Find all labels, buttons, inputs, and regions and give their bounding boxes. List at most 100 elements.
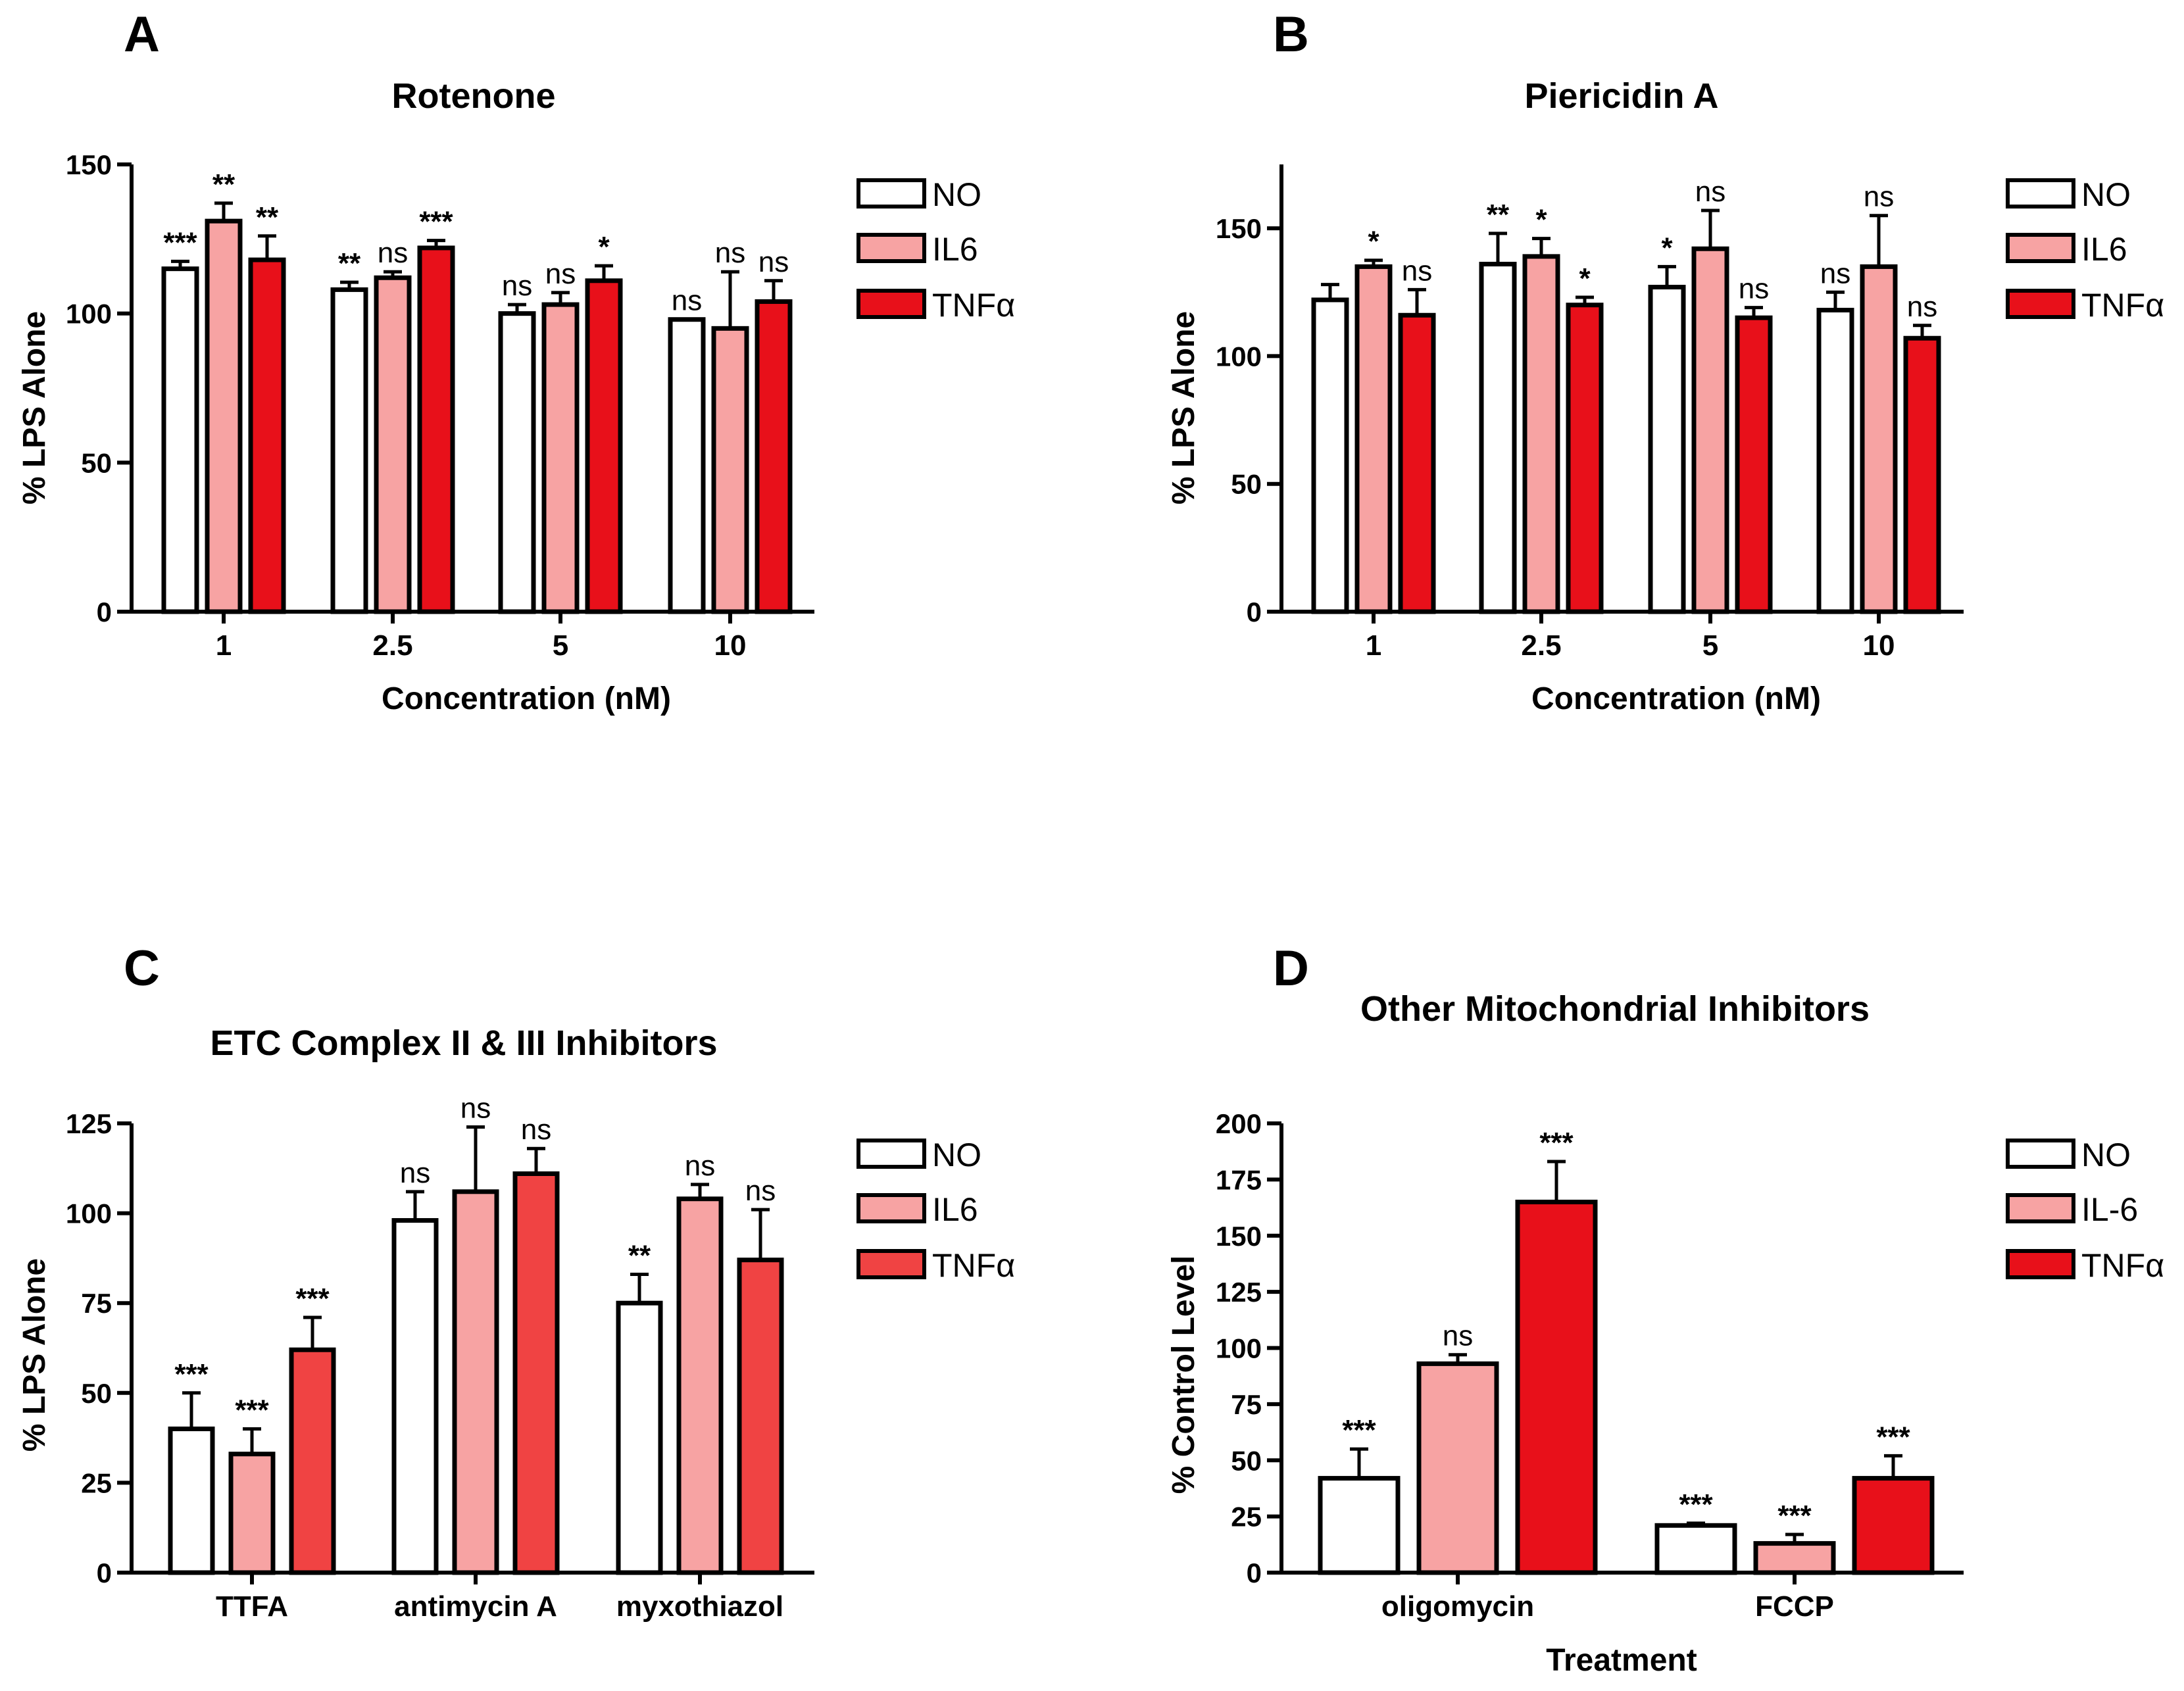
bar-tnf — [1566, 303, 1604, 614]
legend-label-il6: IL6 — [932, 231, 978, 268]
significance-label: ns — [460, 1092, 491, 1124]
significance-label: ns — [502, 270, 532, 302]
panel-b-y-axis-label: % LPS Alone — [1166, 311, 1201, 504]
x-tick-label: 5 — [553, 629, 568, 662]
bar-no — [616, 1300, 663, 1575]
panel-a-letter: A — [124, 7, 160, 62]
panel-b-title: Piericidin A — [1524, 76, 1718, 116]
panel-d-legend: NO IL-6 TNFα — [2006, 1137, 2164, 1284]
panel-d-letter: D — [1273, 941, 1309, 996]
y-tick-label: 100 — [1216, 1333, 1262, 1364]
bar-no — [1816, 307, 1854, 614]
significance-label: ns — [685, 1150, 715, 1182]
legend-swatch-tnf — [856, 1249, 926, 1279]
significance-label: ns — [745, 1175, 776, 1207]
y-tick-label: 50 — [81, 447, 112, 478]
y-tick-label: 150 — [1216, 213, 1262, 244]
legend-label-no: NO — [2081, 1137, 2131, 1173]
bar-no — [161, 266, 199, 614]
significance-label: *** — [1679, 1488, 1713, 1521]
legend-label-tnf: TNFα — [932, 1247, 1015, 1284]
significance-label: *** — [163, 226, 197, 258]
significance-label: ** — [256, 201, 279, 233]
legend-label-tnf: TNFα — [932, 287, 1015, 324]
panel-d-plot-area: 0 25 50 75 100 125 150 175 200 oligomycin *** ns ***… — [1216, 1108, 1964, 1623]
significance-label: *** — [419, 206, 453, 238]
bar-no — [1318, 1476, 1401, 1575]
panel-d: D Other Mitochondrial Inhibitors Treatme… — [1166, 941, 2164, 1678]
significance-label: * — [1368, 226, 1379, 258]
panel-a-y-axis-label: % LPS Alone — [17, 311, 52, 504]
bar-no — [1479, 262, 1517, 614]
bar-no — [668, 317, 706, 614]
bar-tnf — [417, 245, 455, 614]
panel-c-legend: NO IL6 TNFα — [856, 1137, 1015, 1284]
bar-il6 — [1691, 246, 1729, 614]
significance-label: ns — [672, 285, 702, 317]
bar-il6 — [1354, 264, 1393, 614]
panel-d-y-axis-label: % Control Level — [1166, 1256, 1201, 1494]
y-tick-label: 125 — [1216, 1277, 1262, 1308]
y-tick-label: 75 — [81, 1288, 112, 1319]
bar-tnf — [755, 299, 793, 614]
significance-label: *** — [1539, 1127, 1574, 1159]
significance-label: ns — [1864, 181, 1894, 213]
legend-swatch-no — [2006, 178, 2075, 208]
x-tick-label: myxothiazol — [616, 1590, 783, 1623]
bar-il6 — [1753, 1541, 1836, 1575]
significance-label: ns — [400, 1157, 430, 1189]
significance-label: ** — [1487, 199, 1510, 231]
significance-label: ns — [758, 246, 789, 278]
panel-d-x-axis-label: Treatment — [1546, 1643, 1697, 1678]
significance-label: *** — [1777, 1500, 1812, 1532]
legend-swatch-tnf — [856, 289, 926, 319]
y-tick-label: 0 — [97, 1557, 112, 1588]
bar-no — [168, 1426, 215, 1575]
legend-swatch-il6 — [2006, 233, 2075, 263]
panel-a: A Rotenone Concentration (nM) % LPS Alon… — [17, 7, 1015, 716]
x-tick-label: TTFA — [216, 1590, 288, 1623]
legend-swatch-il6 — [2006, 1193, 2075, 1223]
significance-label: ns — [1402, 255, 1432, 287]
legend-swatch-no — [856, 178, 926, 208]
legend-label-tnf: TNFα — [2081, 287, 2164, 324]
y-tick-label: 100 — [66, 1198, 112, 1229]
panel-b-letter: B — [1273, 7, 1309, 62]
bar-no — [1654, 1523, 1737, 1575]
y-tick-label: 50 — [1231, 1445, 1262, 1476]
x-tick-label: 10 — [1863, 629, 1895, 662]
bar-il6 — [541, 302, 580, 614]
y-tick-label: 50 — [1231, 469, 1262, 500]
panel-a-x-axis-label: Concentration (nM) — [382, 681, 671, 716]
panel-c: C ETC Complex II & III Inhibitors % LPS … — [17, 941, 1015, 1623]
x-tick-label: 1 — [216, 629, 232, 662]
legend-swatch-no — [2006, 1139, 2075, 1169]
panel-c-title: ETC Complex II & III Inhibitors — [210, 1023, 717, 1063]
legend-label-tnf: TNFα — [2081, 1247, 2164, 1284]
x-tick-label: 2.5 — [372, 629, 412, 662]
significance-label: * — [598, 231, 610, 263]
bar-il6 — [452, 1189, 499, 1575]
bar-tnf — [1735, 315, 1773, 614]
panel-d-title: Other Mitochondrial Inhibitors — [1360, 989, 1870, 1029]
bar-no — [1648, 285, 1686, 614]
significance-label: ns — [521, 1114, 551, 1146]
panel-a-title: Rotenone — [392, 76, 556, 116]
bar-tnf — [737, 1258, 784, 1575]
y-tick-label: 75 — [1231, 1389, 1262, 1420]
bar-il6 — [711, 326, 749, 614]
x-tick-label: 10 — [714, 629, 747, 662]
bar-tnf — [585, 278, 623, 614]
bar-il6 — [676, 1196, 724, 1575]
bar-il6 — [205, 218, 243, 614]
significance-label: * — [1579, 262, 1591, 295]
significance-label: *** — [174, 1358, 209, 1390]
panel-b-legend: NO IL6 TNFα — [2006, 176, 2164, 324]
significance-label: * — [1535, 204, 1547, 236]
x-tick-label: 5 — [1702, 629, 1718, 662]
panel-b-x-axis-label: Concentration (nM) — [1531, 681, 1821, 716]
significance-label: ns — [1443, 1320, 1473, 1352]
